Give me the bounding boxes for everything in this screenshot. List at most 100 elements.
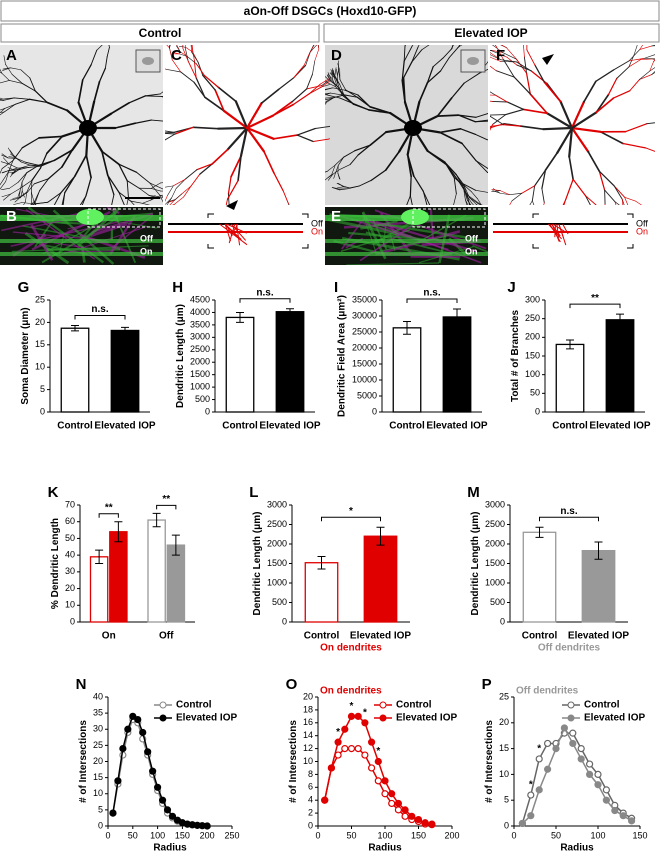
dendrite — [82, 64, 92, 81]
dendrite — [104, 56, 108, 69]
dendrite — [458, 181, 468, 196]
dendrite — [159, 194, 163, 197]
dendrite — [90, 49, 98, 66]
dendrite — [628, 59, 641, 68]
dendrite — [595, 97, 615, 114]
error-bar — [171, 534, 180, 556]
dendrite — [336, 186, 344, 189]
y-tick-label: 500 — [195, 394, 210, 404]
dendrite — [330, 92, 343, 96]
dendrite — [118, 191, 132, 202]
dendrite — [538, 226, 549, 230]
dendrite — [217, 126, 249, 130]
dendrite — [288, 203, 290, 205]
dendrite — [40, 159, 56, 167]
dendrite — [528, 229, 538, 230]
dendrite — [168, 45, 170, 49]
dendrite — [234, 100, 249, 130]
dendrite — [406, 153, 412, 178]
y-axis-label: Soma Diameter (μm) — [20, 307, 31, 404]
dendrite — [651, 72, 655, 75]
x-tick-label: 150 — [632, 830, 647, 840]
dendrite — [467, 194, 470, 205]
dendrite — [260, 88, 280, 104]
significance-label: * — [349, 506, 353, 517]
dendrite — [421, 45, 430, 51]
y-tick-label: 0 — [308, 820, 313, 830]
soma — [404, 120, 422, 136]
dendrite — [53, 149, 74, 162]
header-box — [0, 0, 660, 22]
dendrite — [14, 197, 21, 203]
dendrite — [537, 225, 538, 232]
dendrite — [511, 175, 519, 177]
dendrite — [176, 124, 186, 125]
dendrite — [126, 197, 129, 205]
data-point — [569, 729, 577, 737]
dendrite — [21, 190, 25, 198]
panel-letter: H — [172, 279, 183, 296]
dendrite — [559, 100, 574, 130]
dendrite — [165, 194, 168, 202]
dendrite — [296, 134, 314, 143]
data-point — [401, 806, 409, 814]
fluor-streak — [24, 232, 70, 265]
dendrite — [39, 178, 50, 192]
dendrite — [165, 132, 176, 135]
dendrite — [403, 45, 413, 62]
dendrite — [497, 53, 508, 58]
dendrite — [47, 192, 62, 203]
data-point — [163, 806, 172, 814]
y-tick-label: 15 — [93, 772, 103, 782]
y-tick-label: 10000 — [352, 374, 377, 384]
chart-title: On dendrites — [320, 686, 382, 697]
bar — [442, 316, 472, 413]
y-tick-label: 4 — [308, 795, 313, 805]
dendrite — [197, 61, 204, 76]
dendrite — [282, 190, 290, 205]
dendrite — [334, 156, 344, 166]
dendrite — [471, 191, 478, 200]
dendrite — [547, 226, 552, 236]
bar — [581, 549, 616, 623]
dendrite — [325, 100, 327, 104]
dendrite — [509, 192, 523, 196]
dendrite — [600, 224, 601, 236]
dendrite — [312, 138, 330, 142]
y-tick-label: 35000 — [352, 294, 377, 304]
dendrite — [118, 163, 128, 182]
data-point — [124, 725, 132, 733]
data-point — [394, 799, 402, 808]
dendrite — [186, 101, 196, 102]
y-tick-label: 2000 — [190, 357, 210, 367]
y-tick-label: 20 — [35, 317, 45, 327]
dendrite — [227, 176, 232, 195]
dendrite — [495, 70, 515, 78]
dendrite — [490, 50, 499, 54]
x-axis-label: Radius — [153, 843, 187, 852]
data-point — [388, 799, 396, 808]
y-tick-label: 5000 — [357, 390, 377, 400]
dendrite — [594, 212, 600, 224]
bar — [275, 311, 305, 413]
dendrite — [511, 116, 517, 122]
dendrite — [135, 171, 151, 184]
dendrite — [26, 180, 33, 193]
dendrite — [335, 165, 339, 174]
dendrite — [491, 190, 501, 193]
y-tick-label: 10 — [35, 362, 45, 372]
x-tick-label: Control — [389, 421, 425, 432]
y-tick-label: 35 — [93, 708, 103, 718]
dendrite — [413, 175, 424, 192]
dendrite — [3, 55, 6, 65]
y-tick-label: 30 — [93, 724, 103, 734]
dendrite — [337, 86, 345, 96]
dendrite — [544, 151, 559, 171]
dendrite — [598, 170, 615, 187]
fluor-band — [325, 239, 488, 243]
dendrite — [1, 160, 14, 169]
data-point — [627, 817, 636, 825]
dendrite — [325, 97, 328, 99]
dendrite — [11, 169, 16, 175]
dendrite — [179, 45, 186, 48]
